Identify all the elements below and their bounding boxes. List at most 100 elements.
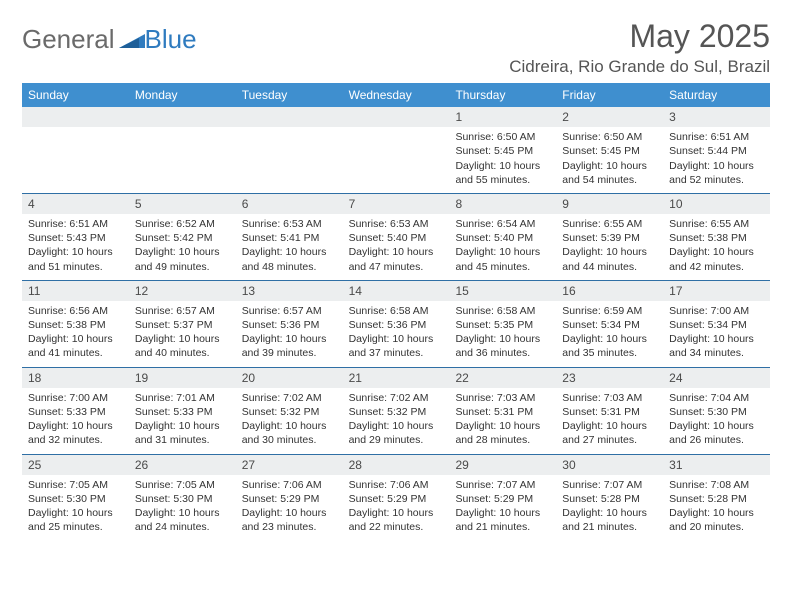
daylight-text: Daylight: 10 hours and 35 minutes. bbox=[562, 332, 657, 360]
day-number: . bbox=[22, 107, 129, 127]
day-body: Sunrise: 7:03 AMSunset: 5:31 PMDaylight:… bbox=[449, 388, 556, 454]
day-body bbox=[129, 127, 236, 136]
daylight-text: Daylight: 10 hours and 23 minutes. bbox=[242, 506, 337, 534]
day-body: Sunrise: 7:07 AMSunset: 5:29 PMDaylight:… bbox=[449, 475, 556, 541]
day-number: . bbox=[129, 107, 236, 127]
day-body: Sunrise: 7:02 AMSunset: 5:32 PMDaylight:… bbox=[236, 388, 343, 454]
sunset-text: Sunset: 5:31 PM bbox=[455, 405, 550, 419]
day-cell: 8Sunrise: 6:54 AMSunset: 5:40 PMDaylight… bbox=[449, 194, 556, 280]
sunset-text: Sunset: 5:40 PM bbox=[349, 231, 444, 245]
sunrise-text: Sunrise: 6:59 AM bbox=[562, 304, 657, 318]
day-cell: 27Sunrise: 7:06 AMSunset: 5:29 PMDayligh… bbox=[236, 455, 343, 541]
daylight-text: Daylight: 10 hours and 47 minutes. bbox=[349, 245, 444, 273]
week-row: 4Sunrise: 6:51 AMSunset: 5:43 PMDaylight… bbox=[22, 194, 770, 281]
sunrise-text: Sunrise: 7:01 AM bbox=[135, 391, 230, 405]
day-body: Sunrise: 7:00 AMSunset: 5:33 PMDaylight:… bbox=[22, 388, 129, 454]
day-body: Sunrise: 7:05 AMSunset: 5:30 PMDaylight:… bbox=[22, 475, 129, 541]
sunset-text: Sunset: 5:44 PM bbox=[669, 144, 764, 158]
weekday-label: Sunday bbox=[22, 83, 129, 107]
day-cell: . bbox=[22, 107, 129, 193]
day-body: Sunrise: 6:57 AMSunset: 5:37 PMDaylight:… bbox=[129, 301, 236, 367]
day-number: 14 bbox=[343, 281, 450, 301]
day-cell: 14Sunrise: 6:58 AMSunset: 5:36 PMDayligh… bbox=[343, 281, 450, 367]
day-cell: 12Sunrise: 6:57 AMSunset: 5:37 PMDayligh… bbox=[129, 281, 236, 367]
day-cell: 13Sunrise: 6:57 AMSunset: 5:36 PMDayligh… bbox=[236, 281, 343, 367]
day-cell: 15Sunrise: 6:58 AMSunset: 5:35 PMDayligh… bbox=[449, 281, 556, 367]
sunset-text: Sunset: 5:34 PM bbox=[669, 318, 764, 332]
sunrise-text: Sunrise: 7:02 AM bbox=[349, 391, 444, 405]
sunset-text: Sunset: 5:32 PM bbox=[349, 405, 444, 419]
week-row: 25Sunrise: 7:05 AMSunset: 5:30 PMDayligh… bbox=[22, 455, 770, 541]
day-number: 15 bbox=[449, 281, 556, 301]
day-number: 7 bbox=[343, 194, 450, 214]
sunrise-text: Sunrise: 6:58 AM bbox=[349, 304, 444, 318]
day-number: 8 bbox=[449, 194, 556, 214]
sunrise-text: Sunrise: 6:57 AM bbox=[242, 304, 337, 318]
sunrise-text: Sunrise: 7:04 AM bbox=[669, 391, 764, 405]
day-cell: 10Sunrise: 6:55 AMSunset: 5:38 PMDayligh… bbox=[663, 194, 770, 280]
sunset-text: Sunset: 5:28 PM bbox=[562, 492, 657, 506]
sunrise-text: Sunrise: 6:53 AM bbox=[242, 217, 337, 231]
daylight-text: Daylight: 10 hours and 55 minutes. bbox=[455, 159, 550, 187]
day-number: 12 bbox=[129, 281, 236, 301]
sunset-text: Sunset: 5:31 PM bbox=[562, 405, 657, 419]
day-body: Sunrise: 6:57 AMSunset: 5:36 PMDaylight:… bbox=[236, 301, 343, 367]
sunrise-text: Sunrise: 6:51 AM bbox=[669, 130, 764, 144]
day-cell: 28Sunrise: 7:06 AMSunset: 5:29 PMDayligh… bbox=[343, 455, 450, 541]
weeks-container: ....1Sunrise: 6:50 AMSunset: 5:45 PMDayl… bbox=[22, 107, 770, 540]
day-body: Sunrise: 7:03 AMSunset: 5:31 PMDaylight:… bbox=[556, 388, 663, 454]
day-number: 30 bbox=[556, 455, 663, 475]
day-body: Sunrise: 6:56 AMSunset: 5:38 PMDaylight:… bbox=[22, 301, 129, 367]
daylight-text: Daylight: 10 hours and 22 minutes. bbox=[349, 506, 444, 534]
day-number: 22 bbox=[449, 368, 556, 388]
day-number: 6 bbox=[236, 194, 343, 214]
day-number: 11 bbox=[22, 281, 129, 301]
day-cell: 4Sunrise: 6:51 AMSunset: 5:43 PMDaylight… bbox=[22, 194, 129, 280]
sunrise-text: Sunrise: 7:03 AM bbox=[562, 391, 657, 405]
sunset-text: Sunset: 5:29 PM bbox=[242, 492, 337, 506]
daylight-text: Daylight: 10 hours and 25 minutes. bbox=[28, 506, 123, 534]
sunrise-text: Sunrise: 7:07 AM bbox=[455, 478, 550, 492]
sunrise-text: Sunrise: 6:55 AM bbox=[562, 217, 657, 231]
day-number: 16 bbox=[556, 281, 663, 301]
daylight-text: Daylight: 10 hours and 26 minutes. bbox=[669, 419, 764, 447]
day-number: 28 bbox=[343, 455, 450, 475]
day-body: Sunrise: 6:51 AMSunset: 5:44 PMDaylight:… bbox=[663, 127, 770, 193]
sunset-text: Sunset: 5:29 PM bbox=[455, 492, 550, 506]
day-body: Sunrise: 6:58 AMSunset: 5:36 PMDaylight:… bbox=[343, 301, 450, 367]
day-body: Sunrise: 6:58 AMSunset: 5:35 PMDaylight:… bbox=[449, 301, 556, 367]
day-number: . bbox=[343, 107, 450, 127]
sunset-text: Sunset: 5:32 PM bbox=[242, 405, 337, 419]
daylight-text: Daylight: 10 hours and 45 minutes. bbox=[455, 245, 550, 273]
day-body: Sunrise: 6:59 AMSunset: 5:34 PMDaylight:… bbox=[556, 301, 663, 367]
day-cell: 3Sunrise: 6:51 AMSunset: 5:44 PMDaylight… bbox=[663, 107, 770, 193]
day-number: 5 bbox=[129, 194, 236, 214]
logo-text-2: Blue bbox=[145, 24, 197, 55]
week-row: 11Sunrise: 6:56 AMSunset: 5:38 PMDayligh… bbox=[22, 281, 770, 368]
sunrise-text: Sunrise: 7:00 AM bbox=[28, 391, 123, 405]
daylight-text: Daylight: 10 hours and 48 minutes. bbox=[242, 245, 337, 273]
day-body bbox=[343, 127, 450, 136]
sunrise-text: Sunrise: 7:05 AM bbox=[135, 478, 230, 492]
day-body: Sunrise: 6:52 AMSunset: 5:42 PMDaylight:… bbox=[129, 214, 236, 280]
day-body: Sunrise: 7:06 AMSunset: 5:29 PMDaylight:… bbox=[236, 475, 343, 541]
sunset-text: Sunset: 5:40 PM bbox=[455, 231, 550, 245]
day-body: Sunrise: 6:50 AMSunset: 5:45 PMDaylight:… bbox=[556, 127, 663, 193]
sunrise-text: Sunrise: 6:55 AM bbox=[669, 217, 764, 231]
weekday-label: Monday bbox=[129, 83, 236, 107]
weekday-label: Tuesday bbox=[236, 83, 343, 107]
daylight-text: Daylight: 10 hours and 52 minutes. bbox=[669, 159, 764, 187]
day-number: 18 bbox=[22, 368, 129, 388]
sunset-text: Sunset: 5:35 PM bbox=[455, 318, 550, 332]
daylight-text: Daylight: 10 hours and 41 minutes. bbox=[28, 332, 123, 360]
sunset-text: Sunset: 5:30 PM bbox=[28, 492, 123, 506]
day-body bbox=[22, 127, 129, 136]
sunset-text: Sunset: 5:36 PM bbox=[242, 318, 337, 332]
day-cell: 26Sunrise: 7:05 AMSunset: 5:30 PMDayligh… bbox=[129, 455, 236, 541]
sunrise-text: Sunrise: 6:51 AM bbox=[28, 217, 123, 231]
day-number: 29 bbox=[449, 455, 556, 475]
weekday-label: Wednesday bbox=[343, 83, 450, 107]
daylight-text: Daylight: 10 hours and 54 minutes. bbox=[562, 159, 657, 187]
sunrise-text: Sunrise: 7:00 AM bbox=[669, 304, 764, 318]
day-cell: 6Sunrise: 6:53 AMSunset: 5:41 PMDaylight… bbox=[236, 194, 343, 280]
